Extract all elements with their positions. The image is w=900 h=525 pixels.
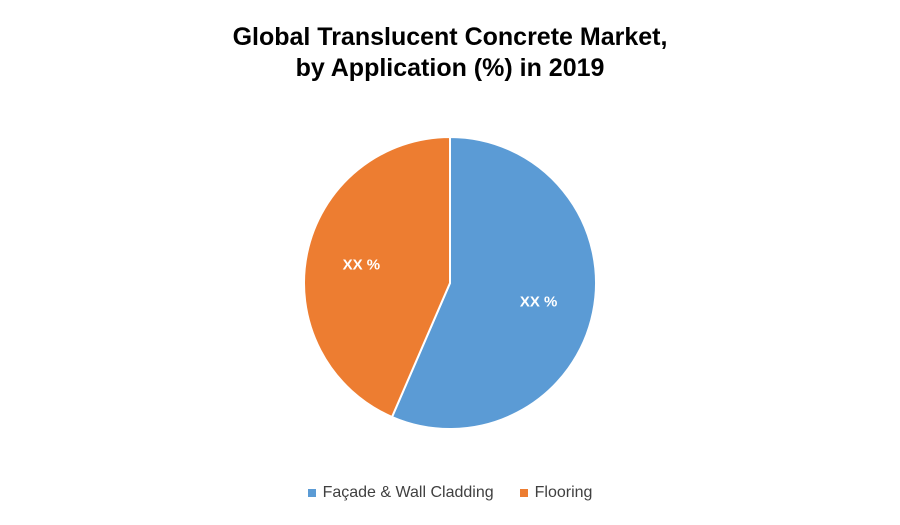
chart-title: Global Translucent Concrete Market, by A… [0, 22, 900, 84]
legend-label-flooring: Flooring [534, 484, 593, 501]
legend-label-facade-wall-cladding: Façade & Wall Cladding [322, 484, 494, 501]
legend: Façade & Wall Cladding Flooring [0, 484, 900, 502]
data-label-facade-wall-cladding: XX % [520, 293, 558, 310]
pie-slice-flooring [303, 135, 451, 419]
data-label-flooring: XX % [343, 257, 381, 274]
legend-swatch-flooring [519, 489, 528, 497]
pie-slice-facade-wall-cladding [390, 135, 597, 430]
chart-title-line-1: Global Translucent Concrete Market, [232, 23, 668, 51]
legend-swatch-facade-wall-cladding [307, 489, 316, 497]
chart-title-line-2: by Application (%) in 2019 [295, 54, 605, 82]
legend-item-flooring: Flooring [519, 484, 593, 502]
legend-item-facade-wall-cladding: Façade & Wall Cladding [307, 484, 494, 502]
